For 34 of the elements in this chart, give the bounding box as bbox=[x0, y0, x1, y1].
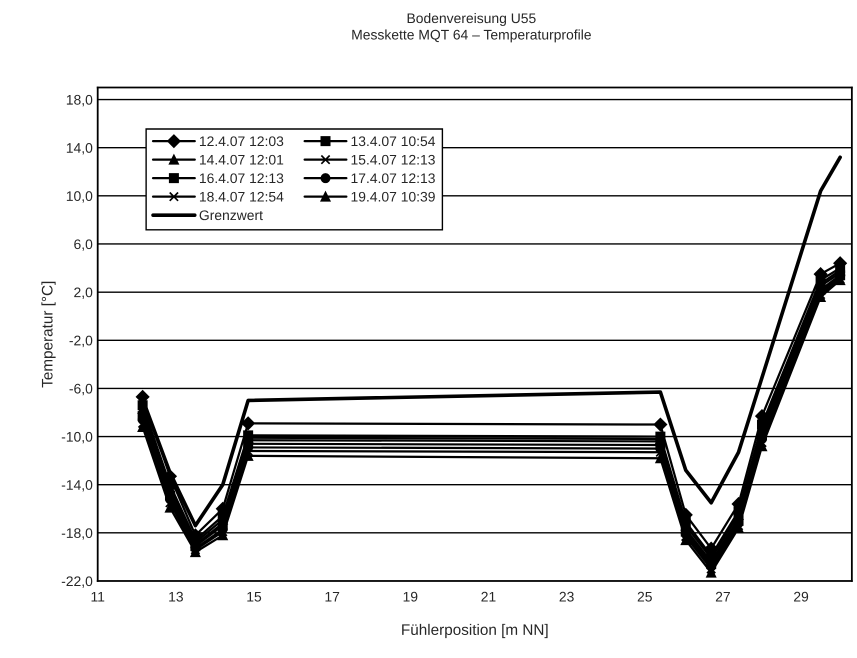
legend-label: 17.4.07 12:13 bbox=[352, 173, 435, 184]
x-tick-label: 13 bbox=[169, 592, 183, 602]
legend-label: 19.4.07 10:39 bbox=[352, 192, 435, 202]
legend-label: Grenzwert bbox=[200, 210, 263, 220]
legend-label: 16.4.07 12:13 bbox=[200, 173, 284, 184]
y-tick-label: 18,0 bbox=[66, 94, 92, 106]
legend-label: 14.4.07 12:01 bbox=[200, 154, 284, 165]
y-tick-label: 10,0 bbox=[66, 191, 92, 203]
x-tick-label: 21 bbox=[481, 592, 496, 602]
legend-label: 18.4.07 12:54 bbox=[200, 192, 284, 202]
legend-label: 13.4.07 10:54 bbox=[352, 136, 436, 146]
y-tick-label: 6,0 bbox=[74, 239, 92, 251]
legend-label: 15.4.07 12:13 bbox=[352, 154, 435, 165]
y-axis-title: Temperatur [°C] bbox=[41, 282, 56, 388]
chart-title: Bodenvereisung U55 bbox=[408, 12, 536, 26]
y-tick-label: 14,0 bbox=[66, 143, 92, 155]
x-tick-label: 15 bbox=[247, 592, 262, 602]
x-tick-label: 23 bbox=[560, 592, 574, 602]
x-tick-label: 17 bbox=[325, 592, 340, 602]
y-tick-label: -2,0 bbox=[70, 336, 92, 348]
x-tick-label: 27 bbox=[716, 592, 730, 602]
y-tick-label: 2,0 bbox=[74, 287, 92, 299]
x-axis-title: Fühlerposition [m NN] bbox=[402, 624, 548, 638]
y-tick-label: -6,0 bbox=[70, 384, 92, 396]
x-tick-label: 29 bbox=[794, 592, 808, 602]
x-tick-label: 25 bbox=[638, 592, 652, 602]
x-tick-label: 11 bbox=[92, 592, 104, 602]
x-tick-label: 19 bbox=[404, 592, 418, 602]
y-tick-label: -10,0 bbox=[62, 432, 92, 444]
legend-label: 12.4.07 12:03 bbox=[200, 136, 284, 146]
y-tick-label: -14,0 bbox=[62, 480, 92, 492]
y-tick-label: -18,0 bbox=[62, 528, 92, 540]
y-tick-label: -22,0 bbox=[62, 576, 92, 588]
chart-subtitle: Messkette MQT 64 – Temperaturprofile bbox=[352, 29, 591, 42]
